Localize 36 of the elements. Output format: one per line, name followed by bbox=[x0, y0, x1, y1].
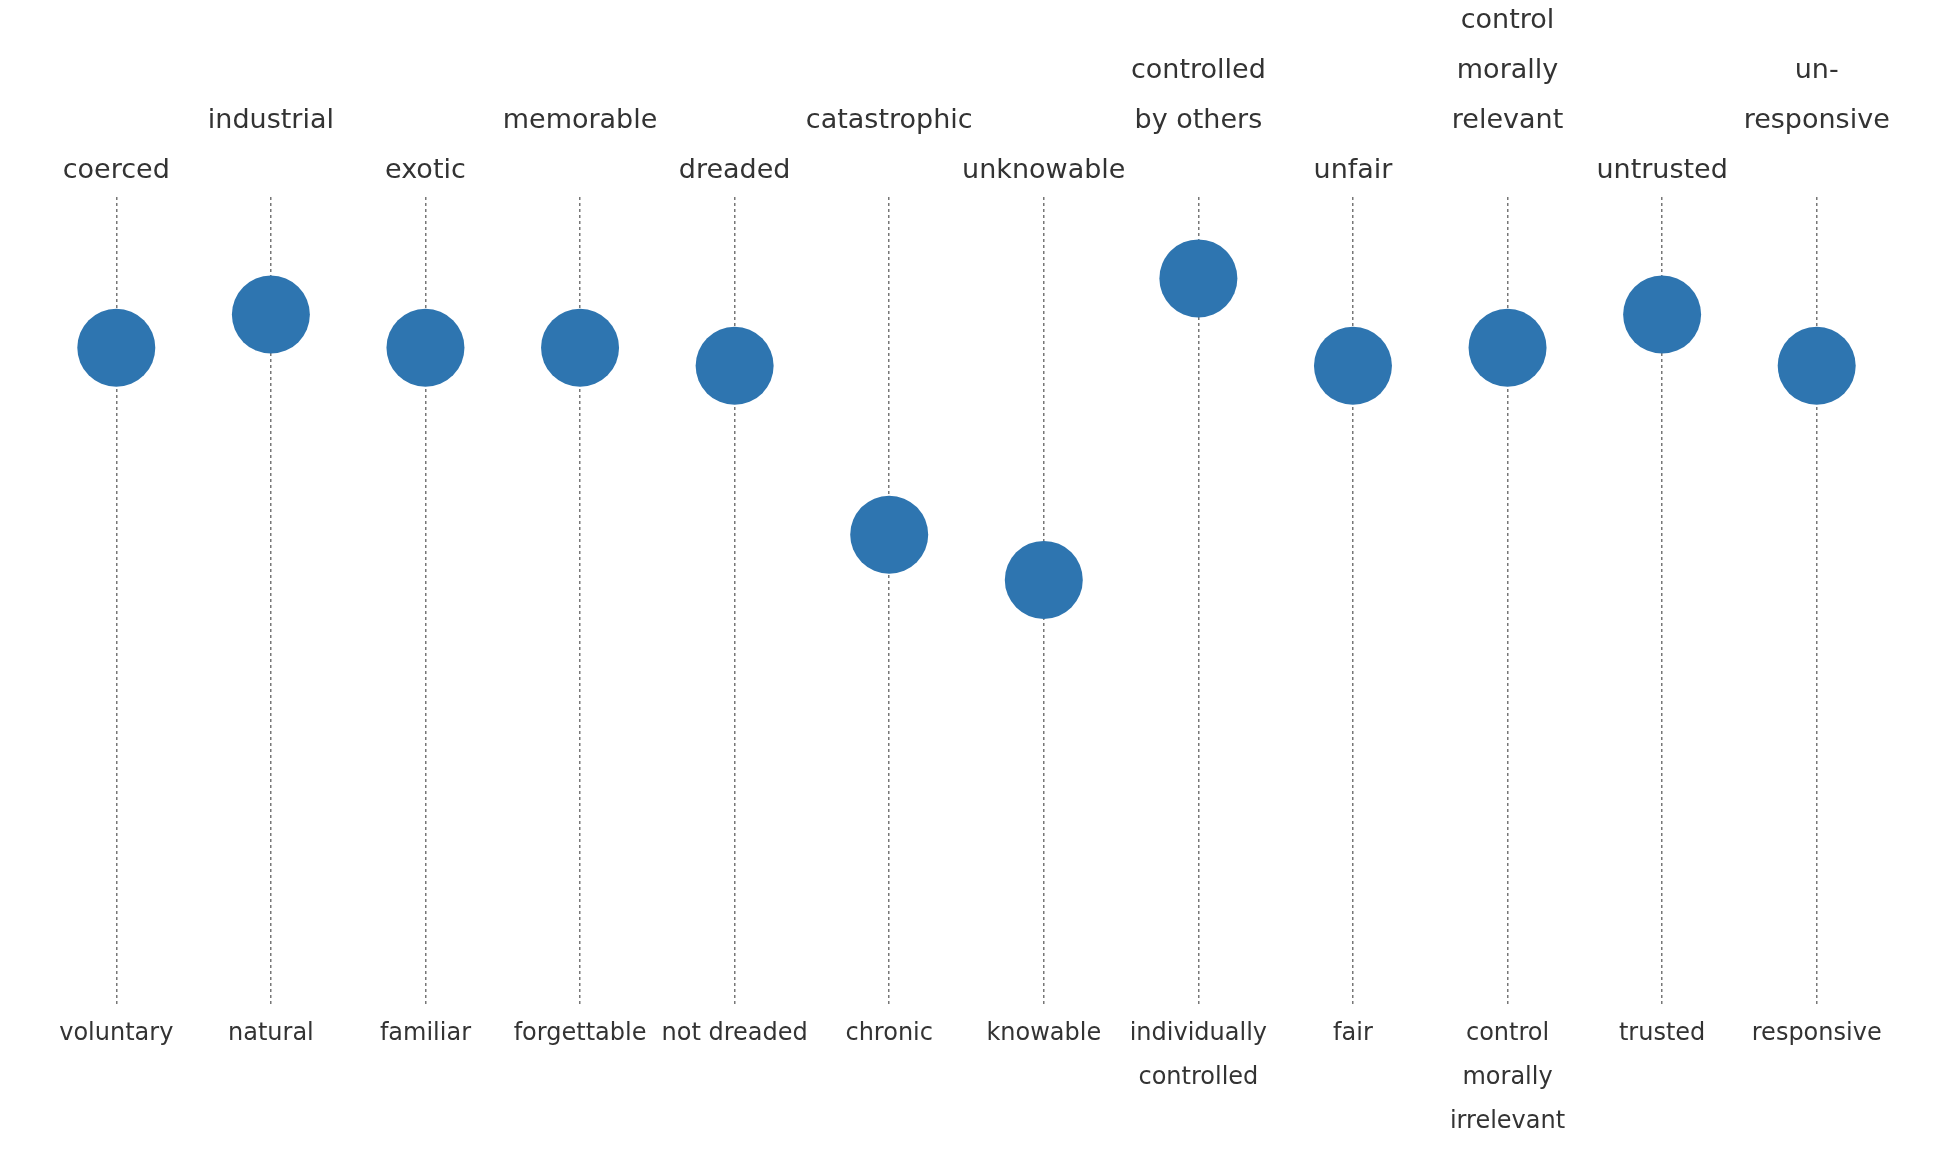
x-tick-label: familiar bbox=[379, 1018, 472, 1046]
x-tick-label: knowable bbox=[986, 1018, 1102, 1046]
text: un- responsive bbox=[1743, 53, 1890, 134]
x-tick-label: not dreaded bbox=[661, 1018, 808, 1046]
point bbox=[850, 495, 929, 574]
point bbox=[695, 326, 774, 405]
x-tick-label: voluntary bbox=[59, 1018, 174, 1046]
point bbox=[1313, 326, 1392, 405]
x-tick-label: individually controlled bbox=[1129, 1018, 1268, 1090]
x-tick-label: forgettable bbox=[513, 1018, 647, 1046]
text: dreaded bbox=[678, 153, 791, 184]
x-tick-label: chronic bbox=[845, 1018, 933, 1046]
text: catastrophic bbox=[805, 103, 973, 134]
point bbox=[386, 308, 465, 387]
x-tick-label: trusted bbox=[1618, 1018, 1706, 1046]
text: coerced bbox=[62, 153, 170, 184]
point bbox=[541, 308, 620, 387]
point bbox=[1623, 275, 1702, 354]
point bbox=[231, 275, 310, 354]
point bbox=[77, 308, 156, 387]
text: untrusted bbox=[1596, 153, 1728, 184]
text: industrial bbox=[207, 103, 334, 134]
x-tick-label: control morally irrelevant bbox=[1449, 1018, 1566, 1134]
point bbox=[1777, 326, 1856, 405]
text: control morally relevant bbox=[1451, 3, 1564, 134]
point bbox=[1004, 540, 1083, 619]
point bbox=[1468, 308, 1547, 387]
x-tick-label: natural bbox=[227, 1018, 314, 1046]
x-tick-label: responsive bbox=[1751, 1018, 1882, 1046]
text: controlled by others bbox=[1130, 53, 1266, 134]
text: unknowable bbox=[962, 153, 1126, 184]
text: exotic bbox=[385, 153, 466, 184]
point bbox=[1159, 239, 1238, 318]
text: memorable bbox=[502, 103, 658, 134]
x-tick-label: fair bbox=[1333, 1018, 1373, 1046]
text: unfair bbox=[1313, 153, 1394, 184]
